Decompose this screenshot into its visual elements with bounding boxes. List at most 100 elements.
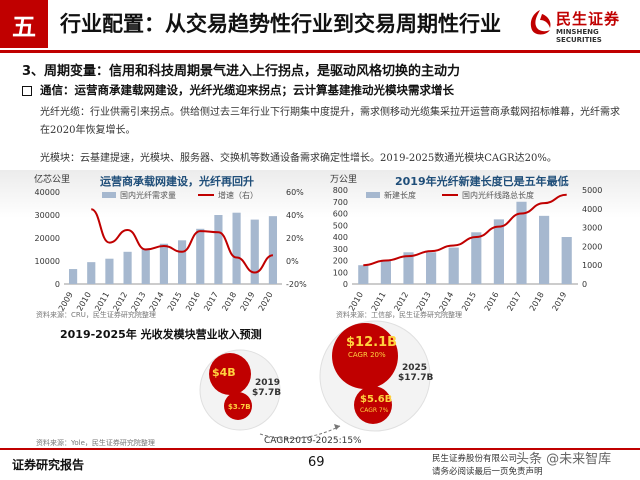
legend-bar-label: 新建长度 (384, 190, 416, 200)
x-tick-label: 2017 (505, 291, 523, 313)
x-tick-label: 2016 (483, 291, 501, 313)
y-right-tick-label: 0 (582, 280, 587, 289)
bar (471, 232, 482, 284)
bar (448, 247, 459, 284)
watermark: 头条 @未来智库 (516, 452, 612, 467)
page-title: 行业配置：从交易趋势性行业到交易周期性行业 (60, 12, 501, 36)
y-right-tick-label: 20% (286, 234, 304, 243)
bar (380, 260, 391, 284)
legend-bar-label: 国内光纤需求量 (120, 190, 176, 200)
bar (403, 252, 414, 284)
x-tick-label: 2016 (184, 291, 202, 313)
paragraph-fiber: 光纤光缆：行业供需引来拐点。供给侧过去三年行业下行期集中度提升，需求侧移动光缆集… (40, 107, 620, 136)
y-left-tick-label: 100 (333, 268, 348, 277)
y-right-tick-label: 2000 (582, 242, 602, 251)
x-tick-label: 2015 (166, 291, 184, 313)
bubble-2019-big-label: $4B (212, 366, 236, 379)
bar (232, 212, 241, 284)
y-left-tick-label: 30000 (35, 211, 60, 220)
footer-divider (0, 448, 640, 450)
section-subheading: 通信：运营商承建载网建设，光纤光缆迎来拐点；云计算基建推动光模块需求增长 (22, 82, 454, 98)
series-line (363, 193, 567, 267)
bar (561, 237, 572, 284)
bar (539, 215, 550, 284)
y-left-tick-label: 300 (333, 245, 348, 254)
bar (177, 240, 187, 284)
bar (123, 251, 132, 284)
page-number: 69 (308, 455, 325, 470)
x-tick-label: 2020 (257, 291, 275, 313)
checkbox-bullet-icon (22, 85, 32, 96)
bar (68, 269, 78, 284)
y-right-tick-label: 60% (286, 188, 304, 197)
bar (214, 215, 223, 284)
y-left-tick-label: 600 (333, 210, 348, 219)
bar (493, 219, 504, 284)
legend-line-label: 国内光纤线路总长度 (462, 190, 534, 200)
x-tick-label: 2018 (528, 291, 546, 313)
chart2-fiber-length: 0 100 200 300 400 500 600 700 800 0 1000 2000 3000 40… (333, 186, 603, 313)
bar (141, 248, 150, 284)
bubble-2019-datacom (209, 353, 251, 395)
legend-bar-swatch (366, 192, 380, 198)
bar (268, 216, 278, 284)
cagr-note: CAGR2019-2025:15% (264, 436, 362, 446)
y-right-tick-label: -20% (286, 280, 307, 289)
chart1-fiber-demand: 010000200003000040000-20%0%20%40%60%2009… (35, 188, 308, 313)
y-left-tick-label: 20000 (35, 234, 60, 243)
bubble-2025-big-cagr: CAGR 20% (348, 351, 386, 359)
bubble-2025-small-cagr: CAGR 7% (360, 407, 389, 414)
bubble-2025-big-label: $12.1B (346, 335, 398, 350)
y-left-tick-label: 200 (333, 257, 348, 266)
paragraph-module: 光模块：云基建提速，光模块、服务器、交换机等数通设备需求确定性增长。2019-2… (40, 153, 557, 164)
bar (196, 228, 205, 284)
chart1-title: 运营商承载网建设，光纤再回升 (100, 175, 254, 188)
series-line (90, 208, 274, 274)
bar (105, 258, 114, 284)
bubble-2019-year: 2019 (255, 378, 281, 388)
minsheng-logo-icon (530, 10, 551, 35)
y-left-tick-label: 0 (343, 280, 348, 289)
logo-text-en: MINSHENG SECURITIES (556, 28, 602, 44)
y-right-tick-label: 5000 (582, 186, 602, 195)
y-right-tick-label: 4000 (582, 205, 602, 214)
bubble-2025-telecom (354, 386, 392, 424)
legend-bar-swatch (102, 192, 116, 198)
y-right-tick-label: 1000 (582, 261, 602, 270)
bubble-2025-year: 2025 (402, 363, 428, 373)
footer-company: 民生证券股份有限公司 (432, 454, 518, 464)
bubble-chart-graphic (199, 320, 431, 439)
x-tick-label: 2019 (239, 291, 257, 313)
bar (87, 262, 96, 284)
bar (159, 243, 169, 284)
bar (250, 219, 259, 284)
y-left-tick-label: 400 (333, 233, 348, 242)
legend-line-label: 增速（右） (218, 190, 258, 200)
header-divider (0, 50, 640, 53)
x-tick-label: 2019 (550, 291, 568, 313)
bar (358, 265, 369, 284)
bar (426, 252, 437, 284)
y-left-tick-label: 800 (333, 186, 348, 195)
growth-arrow-icon (259, 425, 341, 439)
chart1-unit: 亿芯公里 (34, 175, 71, 185)
y-right-tick-label: 3000 (582, 224, 602, 233)
logo-text-cn: 民生证券 (556, 10, 621, 28)
bubble-2025-datacom (332, 323, 398, 389)
section-number-badge: 五 (0, 0, 48, 48)
y-right-tick-label: 0% (286, 257, 299, 266)
y-left-tick-label: 40000 (35, 188, 60, 197)
bubble-chart-title: 2019-2025年 光收发模块营业收入预测 (60, 328, 262, 341)
y-left-tick-label: 10000 (35, 257, 60, 266)
bubble-chart-source: 资料来源：Yole，民生证券研究院整理 (36, 439, 155, 447)
x-tick-label: 2017 (202, 291, 220, 313)
bubble-2019-total: $7.7B (252, 388, 282, 398)
chart1-source: 资料来源：CRU，民生证券研究院整理 (36, 311, 156, 319)
x-tick-label: 2018 (220, 291, 238, 313)
bubble-2019-small-label: $3.7B (228, 403, 251, 411)
y-left-tick-label: 500 (333, 221, 348, 230)
chart2-source: 资料来源：工信部，民生证券研究院整理 (336, 311, 462, 319)
bubble-2025-small-label: $5.6B (360, 394, 393, 405)
chart2-unit: 万公里 (330, 175, 358, 185)
footer-disclaimer: 请务必阅读最后一页免责声明 (432, 467, 543, 477)
